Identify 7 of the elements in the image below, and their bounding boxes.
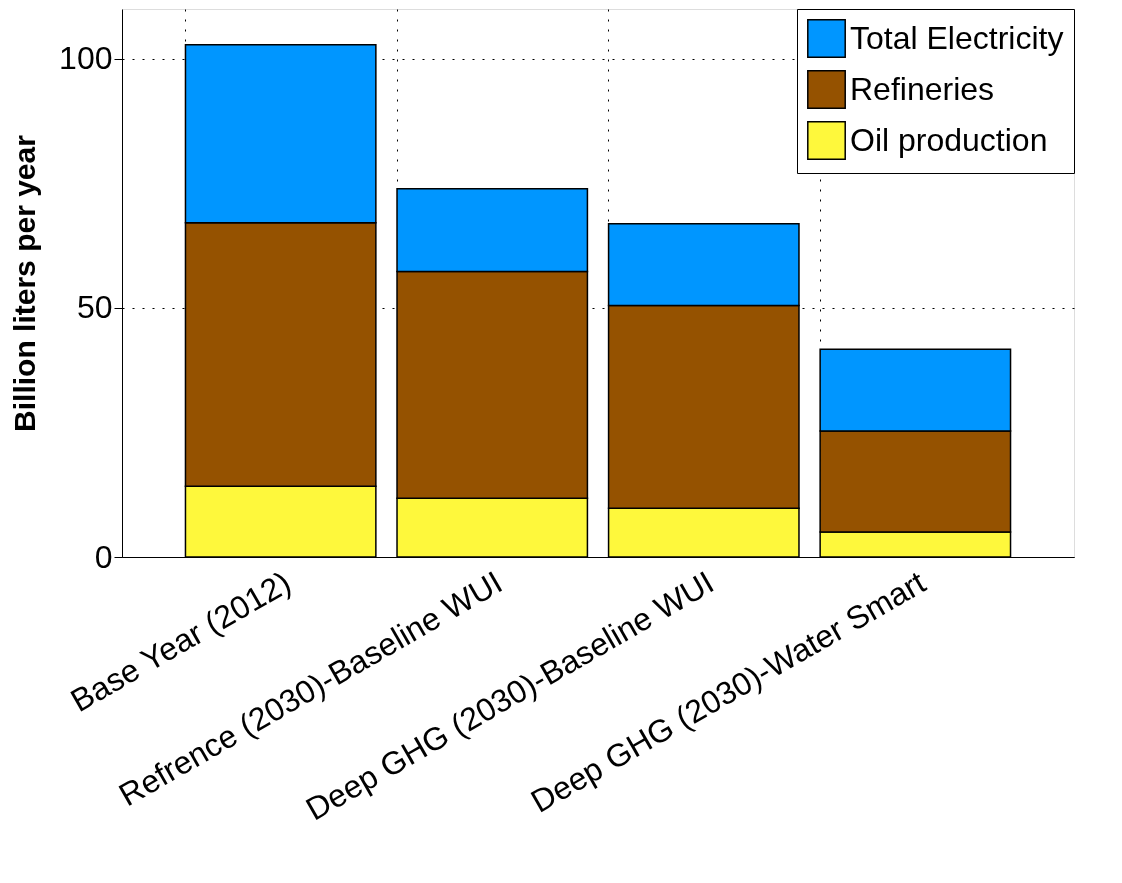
y-tick-label: 100 <box>59 40 113 77</box>
y-tick-label: 0 <box>94 538 113 575</box>
y-tick-label: 50 <box>76 289 113 326</box>
legend-label: Oil production <box>850 121 1048 158</box>
legend-label: Total Electricity <box>850 19 1064 56</box>
legend-label: Refineries <box>850 70 995 107</box>
y-axis-title: Billion liters per year <box>8 134 42 432</box>
